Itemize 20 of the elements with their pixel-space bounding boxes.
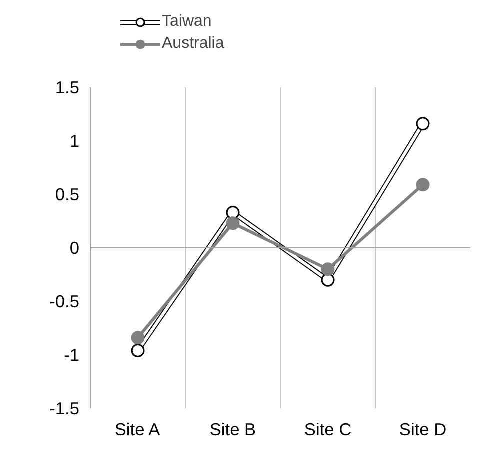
point — [321, 262, 335, 276]
point — [416, 178, 430, 192]
y-tick-label: -0.5 — [50, 292, 80, 312]
y-tick-label: 0 — [70, 238, 80, 258]
point — [131, 331, 145, 345]
y-tick-label: -1 — [64, 345, 80, 365]
legend-label: Australia — [162, 35, 224, 53]
y-tick-label: 1 — [70, 131, 80, 151]
y-tick-label: 1.5 — [55, 78, 80, 98]
y-tick-label: -1.5 — [50, 398, 80, 418]
x-tick-label: Site B — [210, 420, 256, 440]
point — [416, 117, 430, 131]
point — [131, 344, 145, 358]
point — [321, 273, 335, 287]
legend-label: Taiwan — [162, 13, 212, 31]
y-tick-label: 0.5 — [55, 184, 80, 204]
x-tick-label: Site D — [399, 420, 447, 440]
x-tick-label: Site C — [304, 420, 352, 440]
point — [226, 216, 240, 230]
x-tick-label: Site A — [114, 420, 161, 440]
